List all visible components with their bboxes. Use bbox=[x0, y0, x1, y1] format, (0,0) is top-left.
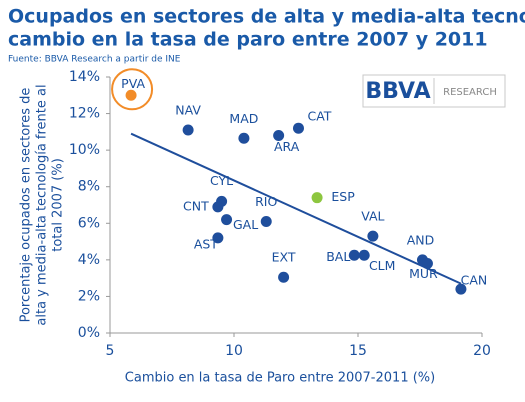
point-label: GAL bbox=[233, 217, 258, 232]
point-label: BAL bbox=[326, 249, 350, 264]
point-label: EXT bbox=[272, 250, 296, 265]
point-label: MUR bbox=[409, 266, 438, 281]
logo-brand: BBVA bbox=[365, 79, 430, 104]
point-label: ESP bbox=[331, 189, 355, 204]
point bbox=[125, 89, 137, 101]
x-tick-label: 10 bbox=[225, 343, 243, 359]
point-label: AND bbox=[407, 232, 435, 247]
point bbox=[348, 249, 360, 261]
trend-line bbox=[130, 132, 462, 285]
point-label: ARA bbox=[274, 139, 300, 154]
y-tick-label: 6% bbox=[78, 215, 100, 231]
y-tick-label: 8% bbox=[78, 179, 100, 195]
point-label: CLM bbox=[369, 258, 395, 273]
x-tick-label: 5 bbox=[106, 343, 115, 359]
y-tick-label: 10% bbox=[69, 142, 100, 158]
point bbox=[273, 130, 285, 142]
point-label: PVA bbox=[121, 76, 145, 91]
y-tick-label: 12% bbox=[69, 106, 100, 122]
y-axis-label-line: Porcentaje ocupados en sectores de bbox=[19, 88, 34, 323]
point-label: RIO bbox=[255, 194, 277, 209]
point-label: CYL bbox=[210, 173, 233, 188]
point bbox=[212, 201, 224, 213]
y-tick-label: 2% bbox=[78, 288, 100, 304]
x-tick-label: 20 bbox=[473, 343, 491, 359]
point bbox=[212, 232, 224, 244]
point-label: CNT bbox=[183, 198, 209, 213]
point bbox=[292, 122, 304, 134]
y-tick-label: 14% bbox=[69, 69, 100, 85]
point bbox=[421, 258, 433, 270]
point-label: CAN bbox=[461, 273, 488, 288]
point bbox=[311, 192, 323, 204]
point-label: NAV bbox=[175, 103, 201, 118]
chart-title: cambio en la tasa de paro entre 2007 y 2… bbox=[8, 29, 488, 51]
point bbox=[358, 249, 370, 261]
point bbox=[238, 132, 250, 144]
point bbox=[367, 230, 379, 242]
logo-unit: RESEARCH bbox=[443, 87, 497, 98]
chart-title: Ocupados en sectores de alta y media-alt… bbox=[8, 6, 525, 28]
point bbox=[455, 283, 467, 295]
point-label: VAL bbox=[361, 209, 384, 224]
source: Fuente: BBVA Research a partir de INE bbox=[8, 55, 181, 65]
y-tick-label: 4% bbox=[78, 252, 100, 268]
y-axis-label-line: alta y media-alta tecnología frente al bbox=[35, 84, 50, 325]
point bbox=[221, 214, 233, 226]
x-axis-label: Cambio en la tasa de Paro entre 2007-201… bbox=[125, 371, 435, 386]
y-axis-label-line: total 2007 (%) bbox=[51, 158, 66, 252]
point bbox=[260, 215, 272, 227]
point-label: CAT bbox=[308, 109, 332, 124]
highlight-ring bbox=[111, 68, 154, 111]
x-tick-label: 15 bbox=[349, 343, 367, 359]
y-tick-label: 0% bbox=[78, 325, 100, 341]
point bbox=[182, 124, 194, 136]
point-label: AST bbox=[194, 236, 218, 251]
point bbox=[278, 271, 290, 283]
y-axis-label: Porcentaje ocupados en sectores de alta … bbox=[19, 84, 66, 325]
point-label: MAD bbox=[229, 111, 258, 126]
